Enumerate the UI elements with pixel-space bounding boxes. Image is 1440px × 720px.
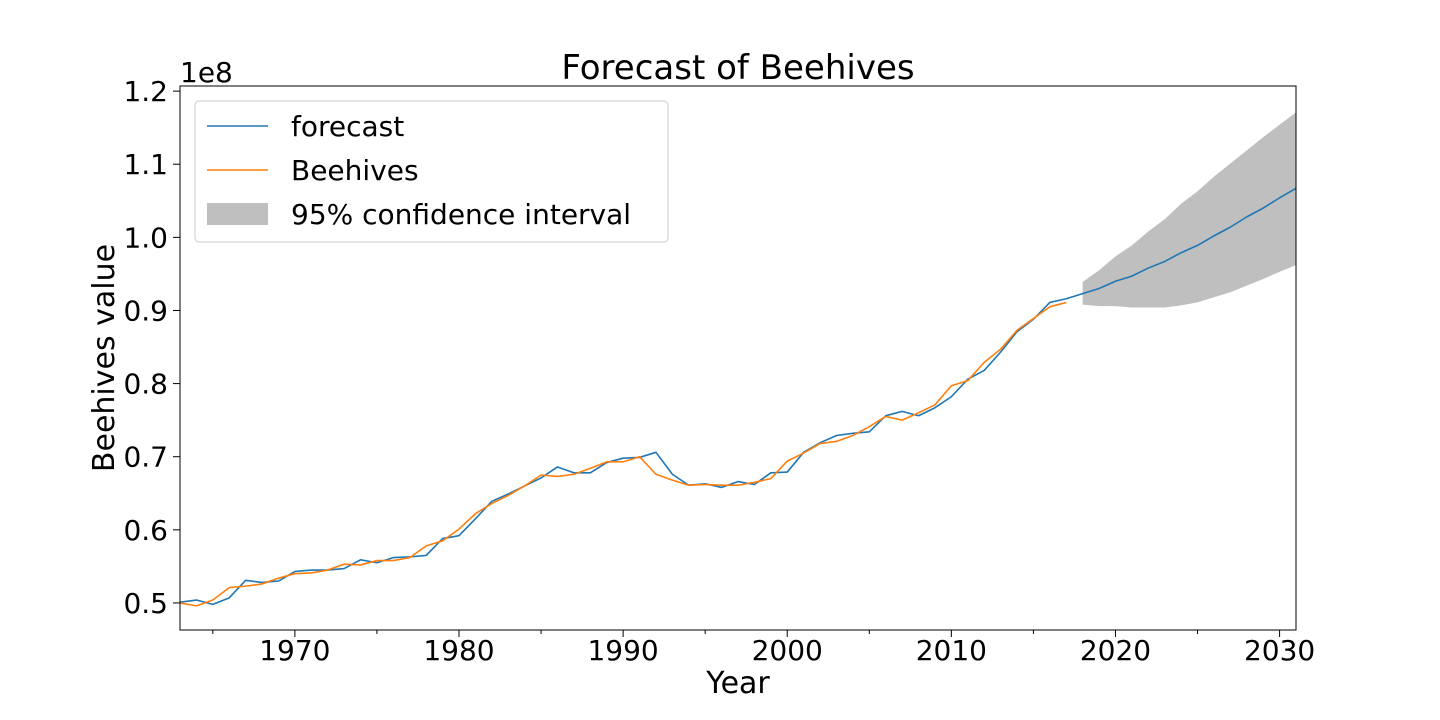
legend-ci-swatch [207, 203, 268, 225]
y-tick-label: 0.8 [123, 368, 168, 401]
plot-area [179, 112, 1297, 607]
y-tick-label: 1.2 [123, 75, 168, 108]
legend-forecast-label: forecast [291, 110, 404, 143]
y-tick-label: 0.7 [123, 441, 168, 474]
beehives-series-line [179, 301, 1067, 607]
x-tick-label: 1970 [259, 634, 330, 667]
legend: forecast Beehives 95% confidence interva… [194, 100, 669, 243]
chart-title: Forecast of Beehives [561, 48, 914, 88]
x-tick-label: 2000 [752, 634, 823, 667]
legend-frame [194, 100, 669, 243]
plot-frame [179, 85, 1297, 631]
y-tick-label: 1.1 [123, 148, 168, 181]
y-tick-label: 0.5 [123, 587, 168, 620]
forecast-series-line [179, 187, 1297, 606]
x-tick-label: 2030 [1244, 634, 1315, 667]
y-tick-label: 0.6 [123, 514, 168, 547]
y-axis: 0.5 0.6 0.7 0.8 0.9 1.0 1.1 1.2 [123, 75, 180, 620]
x-tick-label: 2010 [916, 634, 987, 667]
x-axis: 1970 1980 1990 2000 2010 2020 2030 [212, 630, 1315, 667]
legend-ci-label: 95% confidence interval [291, 198, 631, 231]
legend-beehives-label: Beehives [291, 154, 419, 187]
y-offset-label: 1e8 [180, 56, 233, 89]
y-tick-label: 0.9 [123, 294, 168, 327]
x-tick-label: 2020 [1080, 634, 1151, 667]
x-tick-label: 1990 [587, 634, 658, 667]
confidence-interval-band [1082, 112, 1296, 308]
x-tick-label: 1980 [423, 634, 494, 667]
y-axis-label: Beehives value [87, 244, 122, 472]
x-axis-label: Year [705, 666, 770, 701]
y-tick-label: 1.0 [123, 221, 168, 254]
